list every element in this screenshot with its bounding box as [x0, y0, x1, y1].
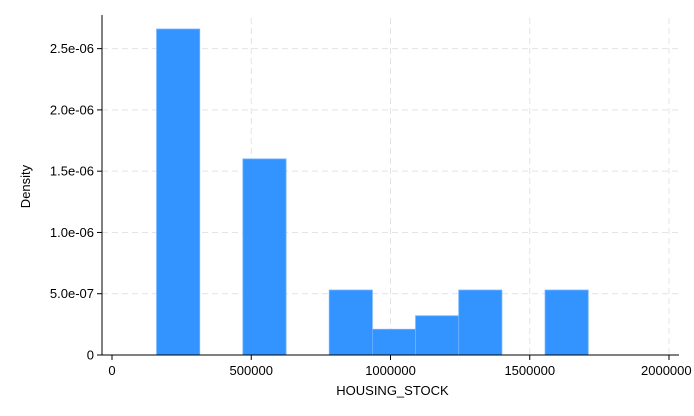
histogram-bar-5 [458, 289, 503, 356]
x-axis-title: HOUSING_STOCK [336, 383, 449, 398]
y-tick-label-3: 1.5e-06 [50, 164, 94, 179]
histogram-bar-0 [156, 28, 201, 356]
y-tick-label-4: 2.0e-06 [50, 102, 94, 117]
histogram-bars [156, 28, 589, 356]
x-tick-label-0: 0 [108, 363, 115, 378]
x-tick-label-3: 1500000 [504, 363, 555, 378]
histogram-bar-4 [415, 315, 460, 356]
histogram-bar-6 [544, 289, 589, 356]
y-tick-label-5: 2.5e-06 [50, 41, 94, 56]
y-axis-title: Density [18, 164, 33, 208]
histogram-bar-2 [328, 289, 373, 356]
x-tick-label-1: 500000 [230, 363, 273, 378]
y-tick-label-1: 5.0e-07 [50, 286, 94, 301]
x-tick-label-4: 2000000 [641, 363, 692, 378]
histogram-bar-1 [242, 158, 287, 356]
y-tick-label-2: 1.0e-06 [50, 225, 94, 240]
x-tick-label-2: 1000000 [365, 363, 416, 378]
tick-marks-and-labels: 0 5.0e-07 1.0e-06 1.5e-06 2.0e-06 2.5e-06 0 500… [50, 41, 692, 378]
y-tick-label-0: 0 [87, 348, 94, 363]
histogram-bar-3 [371, 328, 416, 356]
